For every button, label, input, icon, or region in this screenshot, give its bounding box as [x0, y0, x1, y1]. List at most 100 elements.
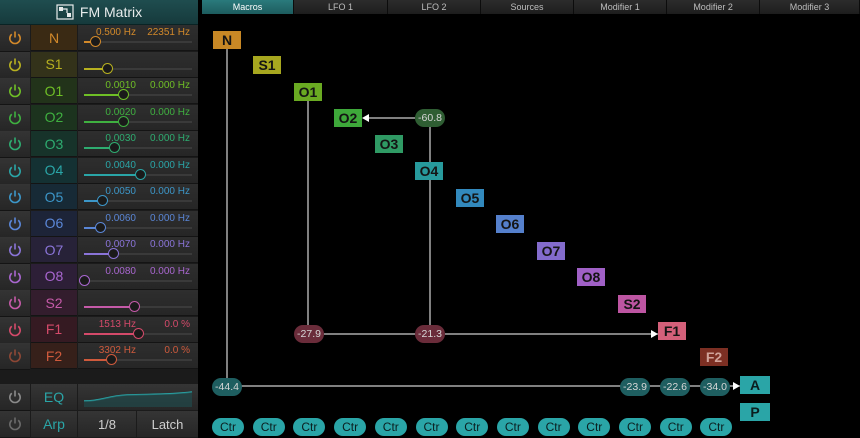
module-name[interactable]: N [31, 25, 77, 51]
eq-power-button[interactable] [0, 384, 30, 411]
module-name[interactable]: O7 [31, 237, 77, 263]
module-name[interactable]: O5 [31, 184, 77, 210]
slider-knob[interactable] [97, 195, 109, 206]
power-button[interactable] [0, 157, 30, 185]
slider-knob[interactable] [95, 221, 107, 233]
slider-knob[interactable] [117, 115, 129, 127]
arp-rate[interactable]: 1/8 [78, 411, 136, 437]
module-name[interactable]: S2 [31, 290, 77, 316]
matrix-node-o2[interactable]: O2 [334, 109, 362, 127]
mod-amount-pill[interactable]: -21.3 [415, 325, 445, 343]
slider-track[interactable] [84, 253, 192, 255]
power-button[interactable] [0, 263, 30, 291]
slider-knob[interactable] [106, 354, 117, 365]
module-name[interactable]: F2 [31, 343, 77, 369]
module-name[interactable]: O1 [31, 78, 77, 104]
eq-curve-display[interactable] [78, 384, 198, 410]
value-primary[interactable]: 0.0050 [105, 186, 136, 197]
mod-amount-pill[interactable]: -27.9 [294, 325, 324, 343]
slider-knob[interactable] [79, 274, 90, 286]
module-name[interactable]: O8 [31, 263, 77, 290]
power-button[interactable] [0, 25, 30, 52]
value-primary[interactable]: 0.0020 [105, 106, 136, 118]
mod-amount-pill[interactable]: -23.9 [620, 378, 650, 396]
matrix-node-o8[interactable]: O8 [577, 268, 605, 286]
mod-amount-pill[interactable]: -22.6 [660, 378, 690, 396]
ctr-button[interactable]: Ctr [334, 418, 367, 436]
eq-label[interactable]: EQ [31, 384, 77, 410]
matrix-node-f1[interactable]: F1 [658, 322, 686, 340]
slider-track[interactable] [84, 200, 192, 202]
value-primary[interactable]: 0.0010 [105, 80, 136, 91]
power-button[interactable] [0, 316, 30, 344]
value-secondary[interactable]: 0.0 % [164, 318, 190, 330]
slider-knob[interactable] [89, 36, 101, 47]
slider-knob[interactable] [135, 168, 147, 180]
value-secondary[interactable]: 0.000 Hz [149, 265, 190, 277]
value-secondary[interactable]: 0.000 Hz [149, 159, 190, 171]
module-name[interactable]: O6 [31, 210, 77, 237]
slider-track[interactable] [84, 120, 192, 123]
ctr-button[interactable]: Ctr [293, 418, 326, 436]
power-button[interactable] [0, 104, 30, 132]
value-secondary[interactable]: 0.000 Hz [149, 186, 190, 197]
value-primary[interactable]: 0.0030 [105, 133, 136, 144]
power-button[interactable] [0, 78, 30, 105]
value-secondary[interactable]: 0.000 Hz [149, 133, 190, 144]
tab-modifier-1[interactable]: Modifier 1 [574, 0, 668, 14]
value-secondary[interactable]: 0.000 Hz [149, 80, 190, 91]
value-primary[interactable]: 0.0080 [105, 265, 136, 277]
tab-sources[interactable]: Sources [481, 0, 575, 14]
arp-label[interactable]: Arp [31, 411, 77, 437]
slider-track[interactable] [84, 147, 192, 149]
matrix-node-a[interactable]: A [740, 376, 770, 394]
ctr-button[interactable]: Ctr [496, 418, 529, 436]
slider-knob[interactable] [108, 248, 120, 259]
power-button[interactable] [0, 237, 30, 264]
slider-track[interactable] [84, 226, 192, 229]
module-name[interactable]: O3 [31, 131, 77, 157]
value-secondary[interactable]: 22351 Hz [147, 27, 190, 38]
power-button[interactable] [0, 131, 30, 158]
ctr-button[interactable]: Ctr [700, 418, 733, 436]
power-button[interactable] [0, 343, 30, 370]
matrix-node-s1[interactable]: S1 [253, 56, 281, 74]
slider-track[interactable] [84, 359, 192, 361]
value-primary[interactable]: 3302 Hz [98, 345, 136, 356]
value-secondary[interactable]: 0.0 % [164, 345, 190, 356]
matrix-node-f2[interactable]: F2 [700, 348, 728, 366]
ctr-button[interactable]: Ctr [252, 418, 285, 436]
matrix-node-o1[interactable]: O1 [294, 83, 322, 101]
ctr-button[interactable]: Ctr [456, 418, 489, 436]
module-name[interactable]: O4 [31, 157, 77, 184]
slider-track[interactable] [84, 41, 192, 43]
tab-lfo-1[interactable]: LFO 1 [294, 0, 389, 14]
ctr-button[interactable]: Ctr [537, 418, 570, 436]
arp-latch-button[interactable]: Latch [137, 411, 198, 437]
module-name[interactable]: S1 [31, 51, 77, 78]
matrix-node-s2[interactable]: S2 [618, 295, 646, 313]
value-secondary[interactable]: 0.000 Hz [149, 239, 190, 250]
ctr-button[interactable]: Ctr [578, 418, 611, 436]
slider-track[interactable] [84, 279, 192, 282]
mod-amount-pill[interactable]: -44.4 [212, 378, 242, 396]
power-button[interactable] [0, 51, 30, 79]
mod-amount-pill[interactable]: -60.8 [415, 109, 445, 127]
power-button[interactable] [0, 290, 30, 317]
tab-modifier-2[interactable]: Modifier 2 [667, 0, 761, 14]
slider-knob[interactable] [101, 62, 113, 74]
tab-modifier-3[interactable]: Modifier 3 [760, 0, 860, 14]
power-button[interactable] [0, 184, 30, 211]
module-name[interactable]: F1 [31, 316, 77, 343]
matrix-node-o3[interactable]: O3 [375, 135, 403, 153]
value-primary[interactable]: 0.500 Hz [95, 27, 136, 38]
slider-track[interactable] [84, 67, 192, 70]
matrix-node-o5[interactable]: O5 [456, 189, 484, 207]
matrix-node-o6[interactable]: O6 [496, 215, 524, 233]
ctr-button[interactable]: Ctr [212, 418, 244, 436]
value-primary[interactable]: 0.0070 [105, 239, 136, 250]
arp-power-button[interactable] [0, 411, 30, 438]
ctr-button[interactable]: Ctr [619, 418, 651, 436]
matrix-node-o4[interactable]: O4 [415, 162, 443, 180]
matrix-node-o7[interactable]: O7 [537, 242, 565, 260]
